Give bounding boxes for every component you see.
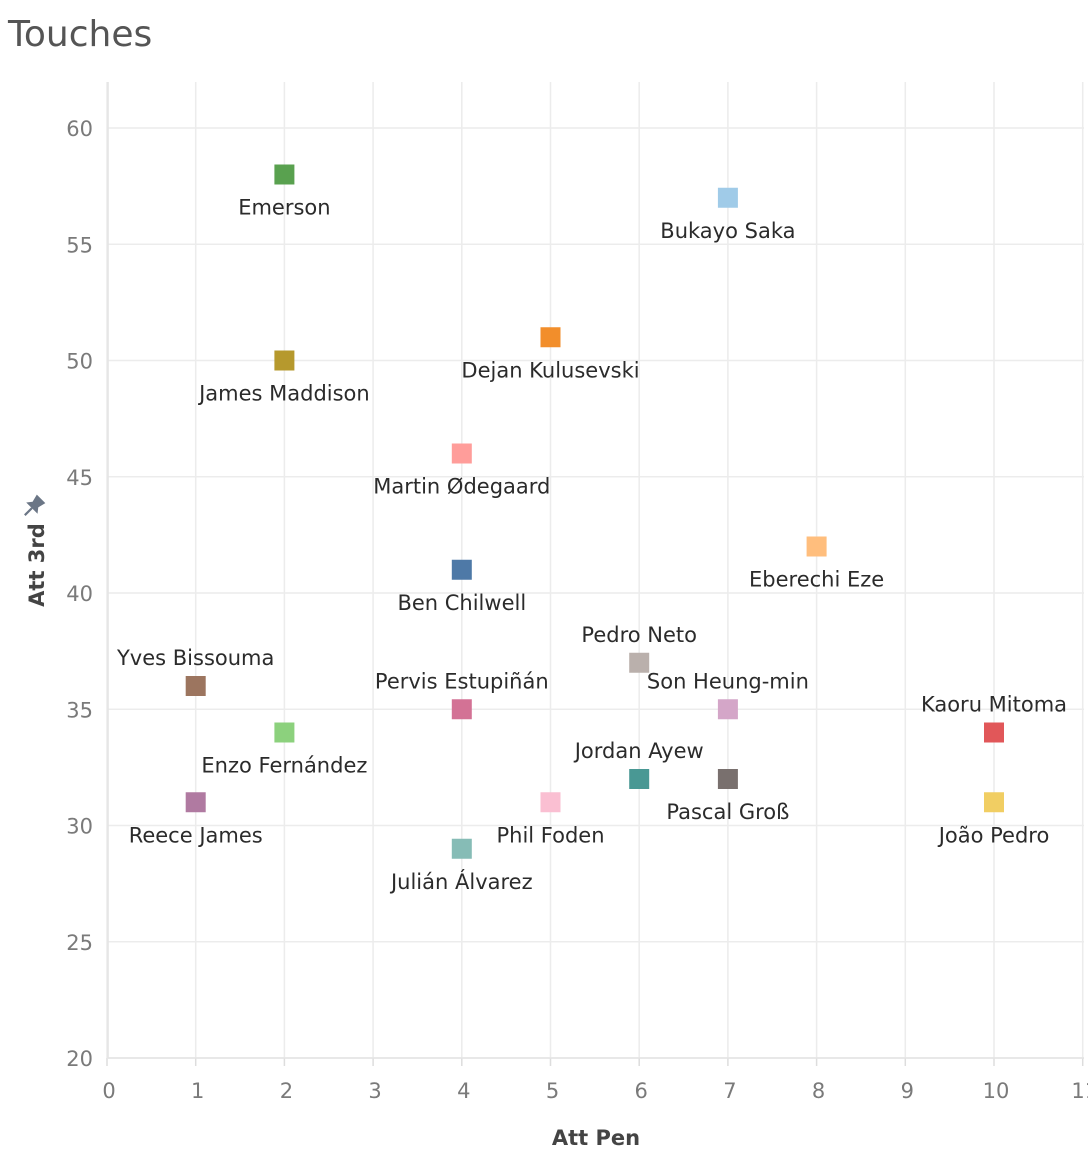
point-marker[interactable]	[629, 769, 650, 789]
x-tick-label: 5	[546, 1079, 559, 1103]
data-point[interactable]: Yves Bissouma	[116, 646, 274, 696]
pin-head	[26, 494, 46, 514]
point-label: Eberechi Eze	[749, 568, 884, 592]
grid-lines	[106, 82, 1084, 1059]
data-point[interactable]: Ben Chilwell	[397, 559, 526, 615]
point-marker[interactable]	[540, 792, 561, 813]
data-point[interactable]: Dejan Kulusevski	[461, 327, 640, 382]
data-point[interactable]: Enzo Fernández	[201, 722, 367, 778]
data-point[interactable]: Son Heung-min	[647, 669, 809, 720]
data-point[interactable]: Emerson	[238, 164, 331, 220]
point-marker[interactable]	[717, 187, 738, 208]
point-marker[interactable]	[274, 722, 295, 743]
x-tick-label: 3	[368, 1079, 381, 1103]
point-marker[interactable]	[717, 699, 738, 720]
point-marker[interactable]	[806, 536, 827, 557]
point-label: Kaoru Mitoma	[921, 693, 1067, 717]
point-marker[interactable]	[451, 443, 472, 464]
point-label: Son Heung-min	[647, 669, 809, 693]
y-tick-label: 45	[66, 466, 93, 490]
chart-title: Touches	[8, 14, 153, 55]
y-tick-label: 55	[66, 233, 93, 257]
axes: 01234567891011202530354045505560	[66, 82, 1088, 1103]
data-point[interactable]: Eberechi Eze	[749, 536, 884, 592]
point-label: Pedro Neto	[581, 623, 697, 647]
point-label: James Maddison	[197, 382, 370, 406]
point-label: Emerson	[238, 196, 330, 220]
point-marker[interactable]	[451, 699, 472, 720]
point-label: Julián Álvarez	[389, 869, 533, 894]
data-point[interactable]: Phil Foden	[496, 792, 605, 847]
point-marker[interactable]	[629, 652, 650, 673]
x-tick-label: 1	[191, 1079, 204, 1103]
x-tick-label: 2	[280, 1079, 293, 1103]
y-tick-label: 60	[66, 117, 93, 141]
point-label: Dejan Kulusevski	[461, 358, 639, 382]
data-point[interactable]: Pascal Groß	[666, 769, 789, 824]
point-marker[interactable]	[451, 838, 472, 859]
data-point[interactable]: João Pedro	[937, 792, 1050, 847]
point-marker[interactable]	[274, 350, 295, 371]
x-tick-label: 11	[1071, 1079, 1088, 1103]
x-tick-label: 8	[812, 1079, 825, 1103]
data-point[interactable]: James Maddison	[197, 350, 370, 406]
x-tick-label: 4	[457, 1079, 470, 1103]
point-label: Pervis Estupiñán	[375, 669, 549, 693]
point-marker[interactable]	[984, 722, 1004, 743]
point-label: Enzo Fernández	[201, 754, 367, 778]
pin-needle	[24, 507, 33, 516]
data-point[interactable]: Jordan Ayew	[573, 739, 704, 789]
point-marker[interactable]	[717, 769, 738, 789]
data-point[interactable]: Martin Ødegaard	[373, 443, 550, 499]
y-axis-title-group: Att 3rd	[19, 493, 49, 607]
point-label: Ben Chilwell	[397, 591, 526, 615]
y-tick-label: 30	[66, 815, 93, 839]
x-tick-label: 0	[102, 1079, 115, 1103]
y-tick-label: 35	[66, 698, 93, 722]
point-marker[interactable]	[274, 164, 295, 185]
point-label: Pascal Groß	[666, 800, 789, 824]
data-point[interactable]: Reece James	[129, 792, 263, 847]
point-label: Reece James	[129, 823, 263, 847]
y-tick-label: 40	[66, 582, 93, 606]
x-tick-label: 9	[901, 1079, 914, 1103]
point-marker[interactable]	[540, 327, 561, 348]
y-tick-label: 20	[66, 1047, 93, 1071]
point-marker[interactable]	[984, 792, 1004, 813]
data-point[interactable]: Bukayo Saka	[660, 187, 795, 243]
point-marker[interactable]	[185, 792, 206, 813]
x-axis-title: Att Pen	[552, 1126, 640, 1150]
point-marker[interactable]	[451, 559, 472, 580]
y-tick-label: 50	[66, 350, 93, 374]
data-point[interactable]: Kaoru Mitoma	[921, 693, 1067, 743]
point-label: Jordan Ayew	[573, 739, 704, 763]
y-axis-title: Att 3rd	[25, 523, 49, 607]
pin-icon[interactable]	[19, 493, 47, 521]
x-tick-label: 10	[983, 1079, 1010, 1103]
point-label: Phil Foden	[496, 823, 604, 847]
x-tick-label: 6	[635, 1079, 648, 1103]
x-tick-label: 7	[723, 1079, 736, 1103]
point-marker[interactable]	[185, 676, 206, 696]
data-point[interactable]: Pedro Neto	[581, 623, 697, 673]
y-tick-label: 25	[66, 931, 93, 955]
point-label: Martin Ødegaard	[373, 475, 550, 499]
data-point[interactable]: Julián Álvarez	[389, 838, 533, 894]
point-label: Bukayo Saka	[660, 219, 795, 243]
point-label: João Pedro	[937, 823, 1050, 847]
point-label: Yves Bissouma	[116, 646, 274, 670]
data-point[interactable]: Pervis Estupiñán	[375, 669, 549, 720]
data-points: Emerson Bukayo Saka James Maddison Dejan Ku…	[116, 164, 1067, 894]
